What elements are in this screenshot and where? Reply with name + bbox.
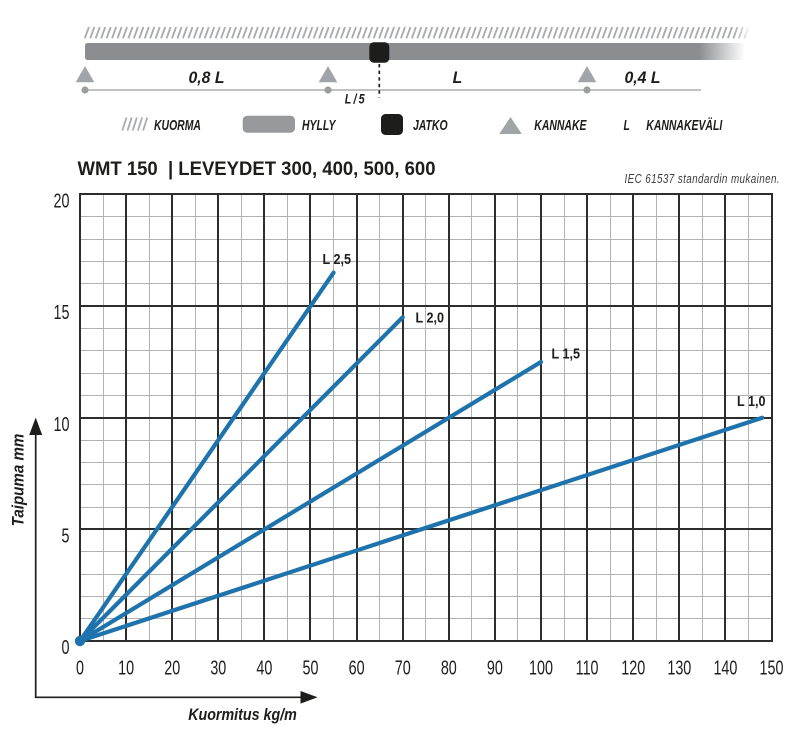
svg-text:L: L [624, 117, 630, 133]
svg-text:HYLLY: HYLLY [302, 117, 337, 133]
svg-text:20: 20 [54, 189, 70, 212]
svg-text:40: 40 [256, 656, 272, 679]
svg-text:10: 10 [118, 656, 134, 679]
svg-text:L 1,0: L 1,0 [737, 393, 765, 409]
svg-text:30: 30 [210, 656, 226, 679]
svg-text:140: 140 [713, 656, 737, 679]
svg-text:15: 15 [54, 301, 70, 324]
svg-text:60: 60 [349, 656, 365, 679]
svg-text:0,4 L: 0,4 L [624, 69, 660, 88]
svg-text:KUORMA: KUORMA [154, 117, 201, 133]
svg-text:10: 10 [54, 412, 70, 435]
svg-text:130: 130 [667, 656, 691, 679]
svg-text:150: 150 [760, 656, 784, 679]
svg-text:L: L [453, 69, 463, 88]
svg-text:Taipuma mm: Taipuma mm [9, 434, 28, 527]
svg-text:70: 70 [395, 656, 411, 679]
svg-text:KANNAKE: KANNAKE [534, 117, 587, 133]
svg-text:WMT 150 | LEVEYDET 300, 400,: WMT 150 | LEVEYDET 300, 400, 500, 600 [78, 159, 436, 181]
svg-text:80: 80 [441, 656, 457, 679]
svg-text:110: 110 [576, 656, 599, 679]
svg-text:L 2,0: L 2,0 [416, 310, 444, 326]
svg-text:0: 0 [76, 656, 84, 679]
svg-text:5: 5 [62, 524, 70, 547]
svg-text:L 2,5: L 2,5 [323, 251, 352, 267]
svg-text:50: 50 [303, 656, 319, 679]
svg-text:20: 20 [164, 656, 180, 679]
svg-text:IEC 61537 standardin mukainen.: IEC 61537 standardin mukainen. [625, 173, 780, 186]
svg-text:90: 90 [487, 656, 503, 679]
svg-text:0: 0 [62, 635, 70, 658]
svg-text:Kuormitus kg/m: Kuormitus kg/m [188, 706, 297, 724]
svg-text:KANNAKEVÄLI: KANNAKEVÄLI [646, 116, 722, 133]
svg-text:120: 120 [621, 656, 645, 679]
svg-text:L 1,5: L 1,5 [552, 346, 581, 362]
svg-text:100: 100 [529, 656, 553, 679]
svg-text:0,8 L: 0,8 L [188, 69, 224, 88]
svg-text:L / 5: L / 5 [345, 91, 365, 106]
svg-text:JATKO: JATKO [413, 117, 448, 133]
